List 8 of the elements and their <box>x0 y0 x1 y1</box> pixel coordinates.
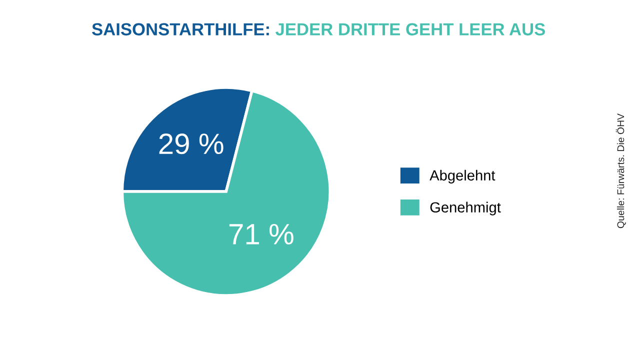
chart-subtitle: JEDER DRITTE GEHT LEER AUS <box>276 23 545 36</box>
source-note: Quelle: Fürwärts. Die ÖHV <box>616 114 626 228</box>
legend-label: Abgelehnt <box>430 170 496 184</box>
chart-title: SAISONSTARTHILFE: <box>92 23 269 36</box>
data-label: 29 % <box>159 134 224 154</box>
pie-slice <box>120 89 332 297</box>
legend-label: Genehmigt <box>430 202 501 216</box>
data-label: 71 % <box>229 224 294 244</box>
